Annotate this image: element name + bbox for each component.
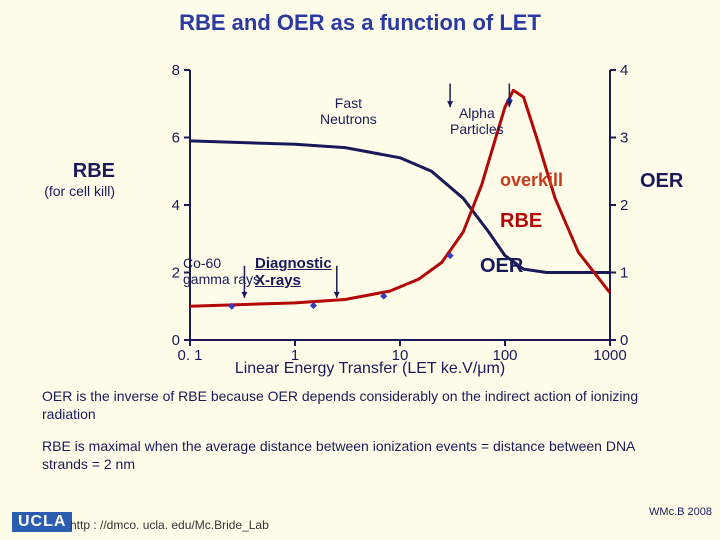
- oer-curve: [190, 141, 610, 273]
- y-left-title: RBE (for cell kill): [0, 160, 115, 199]
- overkill-text: overkill: [500, 170, 563, 190]
- footer-right-text: WMc.B 2008: [649, 506, 712, 518]
- body-p1-text: OER is the inverse of RBE because OER de…: [42, 388, 638, 422]
- svg-text:2: 2: [620, 197, 628, 214]
- co60-l2: gamma rays: [183, 271, 260, 287]
- y-right-title: OER: [640, 170, 683, 193]
- annot-alpha: Alpha Particles: [450, 105, 504, 137]
- svg-text:3: 3: [620, 130, 628, 147]
- svg-text:4: 4: [172, 197, 180, 214]
- diag-l2: X-rays: [255, 272, 301, 289]
- body-p2: RBE is maximal when the average distance…: [42, 438, 682, 473]
- svg-text:6: 6: [172, 130, 180, 147]
- y-left-line2: (for cell kill): [0, 183, 115, 199]
- diag-l1: Diagnostic: [255, 255, 332, 272]
- alpha-l2: Particles: [450, 121, 504, 137]
- svg-text:0. 1: 0. 1: [177, 347, 202, 364]
- svg-text:8: 8: [172, 62, 180, 79]
- svg-text:2: 2: [172, 265, 180, 282]
- footer-link[interactable]: http : //dmco. ucla. edu/Mc.Bride_Lab: [70, 518, 269, 532]
- x-axis-text: Linear Energy Transfer (LET ke.V/μm): [235, 360, 505, 377]
- footer-right: WMc.B 2008: [649, 506, 712, 518]
- x-axis-label: Linear Energy Transfer (LET ke.V/μm): [200, 360, 540, 378]
- fast-neutrons-l1: Fast: [320, 95, 377, 111]
- svg-text:4: 4: [620, 62, 628, 79]
- svg-text:1: 1: [620, 265, 628, 282]
- rbe-inline-text: RBE: [500, 210, 542, 232]
- annot-oer-inline: OER: [480, 255, 523, 278]
- annot-diag: Diagnostic X-rays: [255, 255, 332, 289]
- body-p1: OER is the inverse of RBE because OER de…: [42, 388, 682, 423]
- annot-co60: Co-60 gamma rays: [183, 255, 260, 287]
- title-text: RBE and OER as a function of LET: [179, 10, 541, 35]
- fast-neutrons-l2: Neutrons: [320, 111, 377, 127]
- annot-fast-neutrons: Fast Neutrons: [320, 95, 377, 127]
- footer-link-text: http : //dmco. ucla. edu/Mc.Bride_Lab: [70, 518, 269, 532]
- annot-rbe-inline: RBE: [500, 210, 542, 233]
- annot-overkill: overkill: [500, 170, 563, 191]
- svg-text:1000: 1000: [593, 347, 626, 364]
- y-right-text: OER: [640, 170, 683, 192]
- ucla-logo: UCLA: [12, 512, 72, 532]
- co60-l1: Co-60: [183, 255, 221, 271]
- ucla-logo-text: UCLA: [18, 513, 66, 530]
- oer-inline-text: OER: [480, 255, 523, 277]
- y-left-line1: RBE: [0, 160, 115, 183]
- page-title: RBE and OER as a function of LET: [0, 0, 720, 36]
- body-p2-text: RBE is maximal when the average distance…: [42, 438, 635, 472]
- alpha-l1: Alpha: [450, 105, 504, 121]
